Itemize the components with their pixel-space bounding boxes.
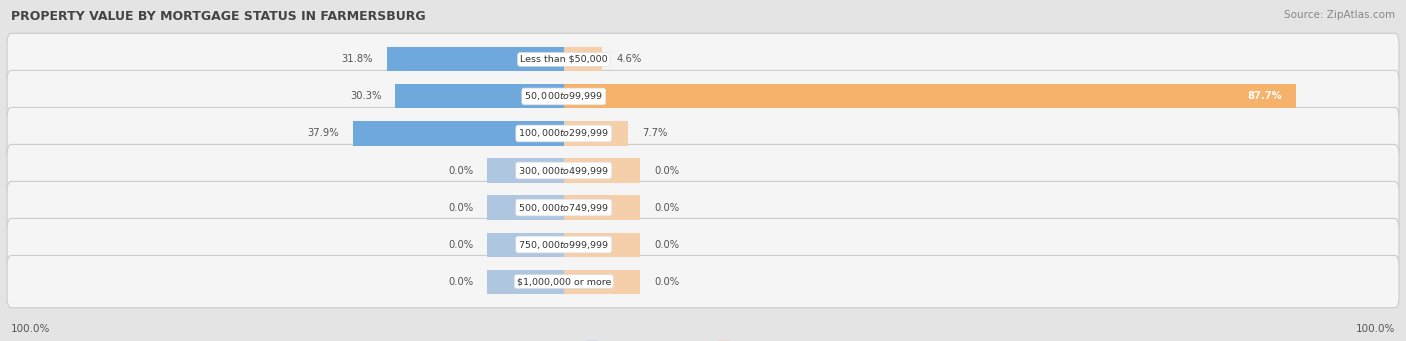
Text: $750,000 to $999,999: $750,000 to $999,999	[519, 239, 609, 251]
FancyBboxPatch shape	[7, 219, 1399, 271]
Bar	[488, 195, 564, 220]
Text: 0.0%: 0.0%	[654, 203, 679, 212]
Bar	[395, 85, 564, 108]
Text: $500,000 to $749,999: $500,000 to $749,999	[519, 202, 609, 213]
FancyBboxPatch shape	[7, 107, 1399, 160]
Text: 31.8%: 31.8%	[342, 55, 373, 64]
Text: 0.0%: 0.0%	[449, 239, 474, 250]
Bar	[564, 47, 602, 72]
Bar	[564, 195, 640, 220]
FancyBboxPatch shape	[7, 70, 1399, 122]
Text: 100.0%: 100.0%	[11, 324, 51, 334]
Text: 0.0%: 0.0%	[449, 203, 474, 212]
FancyBboxPatch shape	[7, 144, 1399, 197]
Text: 0.0%: 0.0%	[654, 277, 679, 286]
Text: 37.9%: 37.9%	[308, 129, 339, 138]
Bar	[564, 85, 1296, 108]
Bar	[488, 233, 564, 256]
Bar	[488, 269, 564, 294]
Bar	[353, 121, 564, 146]
FancyBboxPatch shape	[7, 255, 1399, 308]
Text: 100.0%: 100.0%	[1355, 324, 1395, 334]
Bar	[564, 159, 640, 182]
Text: $100,000 to $299,999: $100,000 to $299,999	[519, 128, 609, 139]
Text: 87.7%: 87.7%	[1247, 91, 1282, 102]
FancyBboxPatch shape	[7, 33, 1399, 86]
Text: 7.7%: 7.7%	[643, 129, 668, 138]
Bar	[564, 233, 640, 256]
Bar	[564, 269, 640, 294]
Bar	[387, 47, 564, 72]
Bar	[564, 121, 628, 146]
Text: Less than $50,000: Less than $50,000	[520, 55, 607, 64]
Text: 0.0%: 0.0%	[654, 239, 679, 250]
Text: $1,000,000 or more: $1,000,000 or more	[516, 277, 612, 286]
Bar	[488, 159, 564, 182]
Text: 0.0%: 0.0%	[449, 277, 474, 286]
Text: 0.0%: 0.0%	[449, 165, 474, 176]
Text: 4.6%: 4.6%	[616, 55, 641, 64]
Text: 30.3%: 30.3%	[350, 91, 381, 102]
FancyBboxPatch shape	[7, 181, 1399, 234]
Text: Source: ZipAtlas.com: Source: ZipAtlas.com	[1284, 10, 1395, 20]
Text: PROPERTY VALUE BY MORTGAGE STATUS IN FARMERSBURG: PROPERTY VALUE BY MORTGAGE STATUS IN FAR…	[11, 10, 426, 23]
Text: $300,000 to $499,999: $300,000 to $499,999	[519, 164, 609, 177]
Text: 0.0%: 0.0%	[654, 165, 679, 176]
Text: $50,000 to $99,999: $50,000 to $99,999	[524, 90, 603, 102]
